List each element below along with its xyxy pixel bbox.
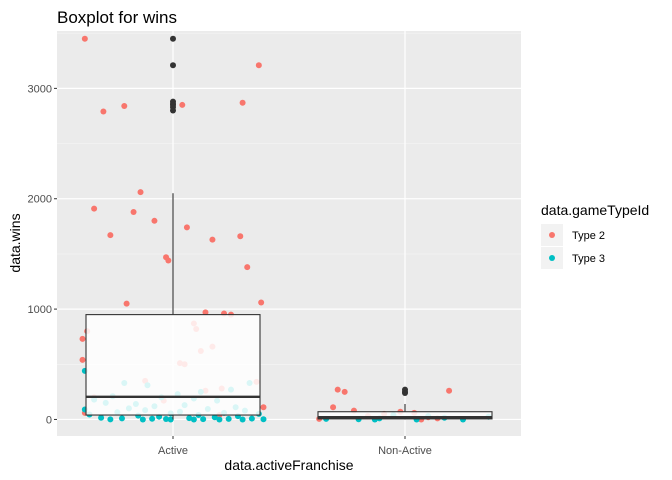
data-point-type-3	[149, 415, 156, 422]
data-point-type-2	[237, 233, 244, 240]
data-point-type-2	[330, 404, 337, 411]
y-tick-label: 1000	[28, 304, 52, 316]
outlier-point	[170, 62, 176, 69]
legend: data.gameTypeId Type 2 Type 3	[541, 202, 649, 269]
data-point-type-3	[167, 416, 174, 423]
data-point-type-2	[341, 388, 348, 395]
y-tick-label: 3000	[28, 83, 52, 95]
legend-label: Type 2	[572, 230, 605, 242]
data-point-type-2	[100, 108, 107, 115]
data-point-type-2	[239, 99, 246, 106]
data-point-type-3	[118, 415, 125, 422]
data-point-type-3	[98, 414, 105, 421]
box-iqr	[317, 411, 493, 420]
legend-label: Type 3	[572, 253, 605, 265]
legend-key-type-3	[549, 255, 555, 261]
data-point-type-2	[179, 101, 186, 108]
data-point-type-2	[183, 224, 190, 231]
data-point-type-2	[91, 205, 98, 212]
data-point-type-3	[211, 414, 218, 421]
y-tick-label: 0	[46, 414, 52, 426]
data-point-type-2	[209, 236, 216, 243]
box-iqr	[85, 314, 261, 416]
data-point-type-3	[139, 416, 146, 423]
data-point-type-3	[248, 415, 255, 422]
y-axis-label: data.wins	[7, 213, 23, 272]
outlier-point	[170, 107, 176, 114]
data-point-type-3	[200, 416, 207, 423]
data-point-type-3	[190, 416, 197, 423]
data-point-type-3	[225, 415, 232, 422]
data-point-type-2	[258, 299, 265, 306]
x-axis-label: data.activeFranchise	[224, 457, 353, 473]
x-tick-label: Non-Active	[378, 445, 432, 457]
box-layer	[85, 35, 493, 420]
chart-title: Boxplot for wins	[57, 8, 177, 27]
data-point-type-2	[260, 404, 267, 411]
data-point-type-2	[137, 189, 144, 196]
data-point-type-2	[334, 386, 341, 393]
legend-title: data.gameTypeId	[541, 202, 649, 218]
data-point-type-2	[244, 264, 251, 271]
data-point-type-2	[81, 35, 88, 42]
outlier-point	[170, 35, 176, 42]
data-point-type-2	[151, 217, 158, 224]
data-point-type-3	[186, 415, 193, 422]
data-point-type-3	[163, 416, 170, 423]
data-point-type-2	[255, 62, 262, 69]
data-point-type-3	[260, 416, 267, 423]
data-point-type-2	[79, 335, 86, 342]
outlier-point	[402, 389, 408, 396]
data-point-type-3	[239, 416, 246, 423]
y-tick-label: 2000	[28, 194, 52, 206]
data-point-type-2	[121, 103, 128, 110]
data-point-type-3	[107, 416, 114, 423]
data-point-type-2	[202, 309, 209, 316]
data-point-type-2	[79, 356, 86, 363]
legend-key-type-2	[549, 232, 555, 238]
data-point-type-2	[130, 208, 137, 215]
data-point-type-2	[107, 232, 114, 239]
x-tick-label: Active	[158, 445, 188, 457]
data-point-type-2	[446, 387, 453, 394]
data-point-type-3	[216, 416, 223, 423]
data-point-type-2	[123, 300, 130, 307]
axes: 0 1000 2000 3000 Active Non-Active	[28, 83, 432, 457]
data-point-type-2	[165, 257, 172, 264]
